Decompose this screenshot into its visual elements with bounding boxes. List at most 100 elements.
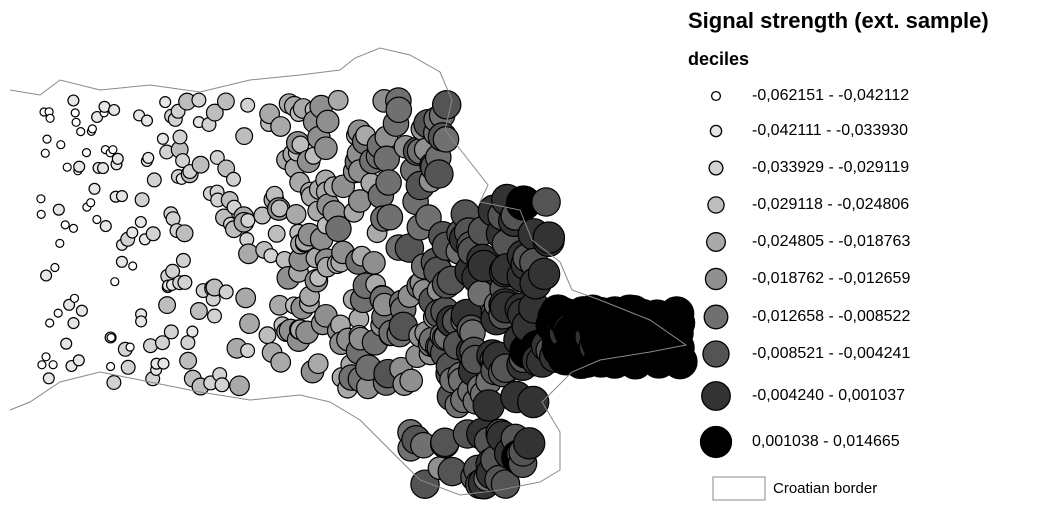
border-label: Croatian border bbox=[773, 480, 877, 497]
site-marker bbox=[424, 159, 454, 189]
site-marker bbox=[92, 214, 102, 225]
legend-label: -0,029118 - -0,024806 bbox=[752, 196, 909, 213]
site-marker bbox=[67, 317, 80, 330]
legend-label: -0,062151 - -0,042112 bbox=[752, 87, 909, 104]
site-marker bbox=[235, 127, 254, 146]
site-marker bbox=[52, 203, 65, 216]
site-marker bbox=[180, 335, 196, 351]
site-marker bbox=[385, 96, 413, 124]
site-marker bbox=[376, 203, 404, 231]
site-marker bbox=[62, 162, 72, 172]
site-marker bbox=[145, 226, 161, 242]
site-marker bbox=[186, 325, 199, 338]
site-marker bbox=[240, 343, 256, 359]
site-marker bbox=[106, 333, 116, 343]
site-marker bbox=[431, 90, 462, 120]
site-marker bbox=[41, 352, 51, 362]
site-marker bbox=[240, 97, 256, 113]
site-marker bbox=[165, 263, 181, 279]
site-marker bbox=[156, 132, 169, 145]
site-marker bbox=[126, 226, 139, 239]
marker-layer bbox=[36, 87, 698, 500]
site-marker bbox=[659, 305, 696, 341]
site-marker bbox=[155, 335, 171, 351]
site-marker bbox=[159, 96, 172, 109]
legend-symbol bbox=[707, 196, 725, 214]
site-marker bbox=[226, 171, 242, 187]
site-marker bbox=[42, 372, 55, 385]
site-marker bbox=[191, 92, 207, 108]
legend-symbol bbox=[709, 124, 723, 138]
site-marker bbox=[189, 302, 208, 320]
site-marker bbox=[158, 296, 177, 315]
site-marker bbox=[69, 293, 80, 303]
site-marker bbox=[270, 351, 292, 373]
site-marker bbox=[267, 224, 286, 243]
site-marker bbox=[218, 284, 234, 300]
legend-label: -0,012658 - -0,008522 bbox=[752, 308, 910, 325]
site-marker bbox=[375, 169, 402, 196]
site-marker bbox=[172, 129, 188, 145]
legend-title: Signal strength (ext. sample) bbox=[688, 8, 989, 33]
site-marker bbox=[87, 124, 98, 134]
site-marker bbox=[239, 313, 260, 335]
site-marker bbox=[106, 375, 122, 391]
legend-label: -0,018762 - -0,012659 bbox=[752, 270, 910, 287]
site-marker bbox=[36, 209, 46, 219]
legend-label: -0,024805 - -0,018763 bbox=[752, 233, 910, 250]
site-marker bbox=[238, 243, 259, 265]
site-marker bbox=[191, 155, 210, 174]
croatian-border bbox=[9, 47, 688, 496]
legend-symbol bbox=[706, 232, 726, 252]
site-marker bbox=[40, 269, 53, 282]
site-marker bbox=[142, 151, 155, 164]
site-marker bbox=[115, 190, 129, 203]
site-marker bbox=[146, 172, 162, 188]
site-marker bbox=[175, 224, 194, 243]
legend-symbol bbox=[699, 425, 733, 459]
site-marker bbox=[71, 117, 81, 127]
site-marker bbox=[315, 109, 340, 134]
site-marker bbox=[662, 344, 698, 380]
site-marker bbox=[134, 192, 150, 208]
site-marker bbox=[40, 148, 50, 158]
site-marker bbox=[472, 389, 505, 422]
site-marker bbox=[347, 189, 372, 213]
site-marker bbox=[36, 194, 46, 204]
site-marker bbox=[432, 126, 460, 153]
legend-symbol bbox=[702, 340, 730, 368]
site-marker bbox=[216, 92, 235, 111]
site-marker bbox=[163, 324, 179, 340]
site-marker bbox=[111, 152, 124, 165]
legend-symbol bbox=[704, 267, 728, 291]
site-marker bbox=[45, 318, 55, 328]
site-marker bbox=[229, 375, 250, 397]
site-marker bbox=[37, 360, 47, 370]
site-marker bbox=[134, 215, 147, 229]
site-marker bbox=[179, 351, 198, 370]
legend-label: 0,001038 - 0,014665 bbox=[752, 433, 900, 450]
site-marker bbox=[531, 187, 561, 217]
site-marker bbox=[258, 326, 277, 345]
legend-symbol bbox=[708, 160, 724, 176]
site-marker bbox=[115, 255, 128, 268]
legend-label: -0,042111 - -0,033930 bbox=[752, 122, 908, 139]
site-marker bbox=[110, 277, 120, 287]
site-marker bbox=[214, 377, 230, 393]
site-marker bbox=[307, 353, 329, 375]
site-marker bbox=[45, 113, 55, 123]
legend: -0,062151 - -0,042112 -0,042111 - -0,0339… bbox=[699, 87, 910, 459]
border-swatch bbox=[712, 476, 766, 501]
site-marker bbox=[55, 238, 65, 248]
site-marker bbox=[235, 287, 257, 309]
site-marker bbox=[205, 103, 224, 122]
site-marker bbox=[490, 469, 521, 499]
site-marker bbox=[209, 150, 225, 166]
site-marker bbox=[517, 385, 550, 419]
site-marker bbox=[86, 198, 96, 208]
legend-label: -0,004240 - 0,001037 bbox=[752, 387, 905, 404]
site-marker bbox=[177, 274, 193, 290]
site-marker bbox=[285, 203, 307, 225]
site-marker bbox=[108, 145, 118, 155]
